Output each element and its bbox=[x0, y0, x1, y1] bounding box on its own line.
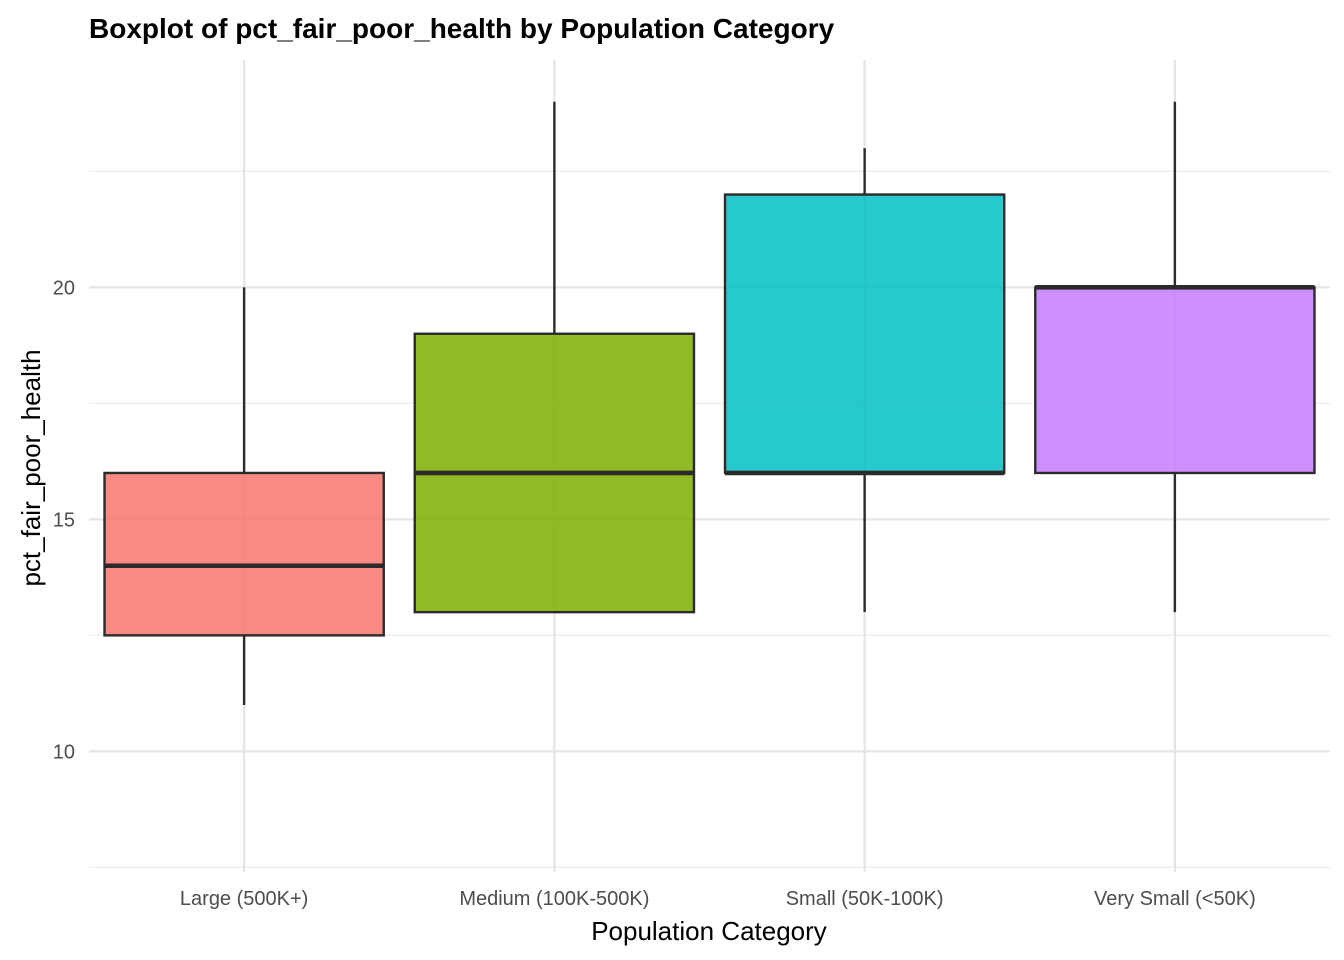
box-2 bbox=[723, 148, 1006, 613]
x-tick-label: Very Small (<50K) bbox=[1094, 888, 1256, 910]
y-axis-title: pct_fair_poor_health bbox=[16, 349, 46, 586]
y-axis-ticks: 10 15 20 bbox=[53, 277, 75, 763]
box-body bbox=[723, 193, 1006, 475]
y-tick-label: 15 bbox=[53, 509, 75, 531]
box-series bbox=[103, 101, 1316, 705]
x-tick-label: Medium (100K-500K) bbox=[459, 888, 649, 910]
x-tick-label: Large (500K+) bbox=[180, 888, 308, 910]
box-body bbox=[1034, 286, 1316, 475]
chart-title: Boxplot of pct_fair_poor_health by Popul… bbox=[89, 13, 835, 44]
box-3 bbox=[1034, 101, 1316, 613]
x-tick-label: Small (50K-100K) bbox=[786, 888, 944, 910]
box-body bbox=[103, 471, 385, 637]
box-0 bbox=[103, 287, 385, 705]
x-axis-title: Population Category bbox=[591, 916, 827, 946]
y-tick-label: 10 bbox=[53, 741, 75, 763]
x-axis-ticks: Large (500K+) Medium (100K-500K) Small (50… bbox=[180, 888, 1256, 910]
y-tick-label: 20 bbox=[53, 277, 75, 299]
box-1 bbox=[413, 101, 696, 614]
